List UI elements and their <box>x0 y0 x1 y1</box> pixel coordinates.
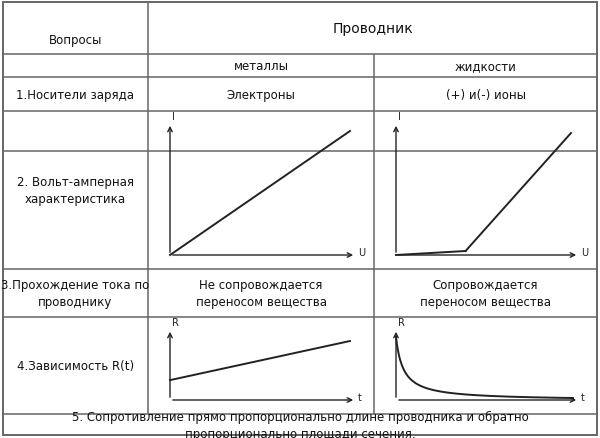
Text: I: I <box>398 112 401 122</box>
Text: Сопровождается
переносом вещества: Сопровождается переносом вещества <box>420 279 551 308</box>
Text: U: U <box>358 247 365 258</box>
Text: Вопросы: Вопросы <box>49 34 102 47</box>
Text: I: I <box>172 112 175 122</box>
Text: 3.Прохождение тока по
проводнику: 3.Прохождение тока по проводнику <box>1 279 149 308</box>
Text: R: R <box>172 317 179 327</box>
Text: Не сопровождается
переносом вещества: Не сопровождается переносом вещества <box>196 279 326 308</box>
Text: Проводник: Проводник <box>332 22 413 36</box>
Text: Электроны: Электроны <box>227 88 295 101</box>
Text: (+) и(-) ионы: (+) и(-) ионы <box>445 88 526 101</box>
Text: U: U <box>581 247 588 258</box>
Text: 5. Сопротивление прямо пропорционально длине проводника и обратно
пропорциональн: 5. Сопротивление прямо пропорционально д… <box>71 410 529 438</box>
Text: t: t <box>581 392 585 402</box>
Text: металлы: металлы <box>233 60 289 73</box>
Text: 2. Вольт-амперная
характеристика: 2. Вольт-амперная характеристика <box>17 176 134 205</box>
Text: 1.Носители заряда: 1.Носители заряда <box>17 88 134 101</box>
Text: t: t <box>358 392 362 402</box>
Text: R: R <box>398 317 405 327</box>
Text: 4.Зависимость R(t): 4.Зависимость R(t) <box>17 359 134 372</box>
Text: жидкости: жидкости <box>455 60 517 73</box>
